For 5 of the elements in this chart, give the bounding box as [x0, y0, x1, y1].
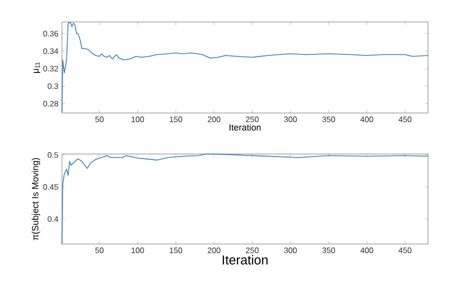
x-axis-title: Iteration	[230, 124, 261, 131]
line-series	[62, 22, 428, 113]
x-axis-title: Iteration	[222, 254, 268, 265]
y-axis-title: π(Subject Is Moving)	[32, 158, 40, 240]
y-axis-title: μ$_{11}$	[34, 62, 40, 73]
